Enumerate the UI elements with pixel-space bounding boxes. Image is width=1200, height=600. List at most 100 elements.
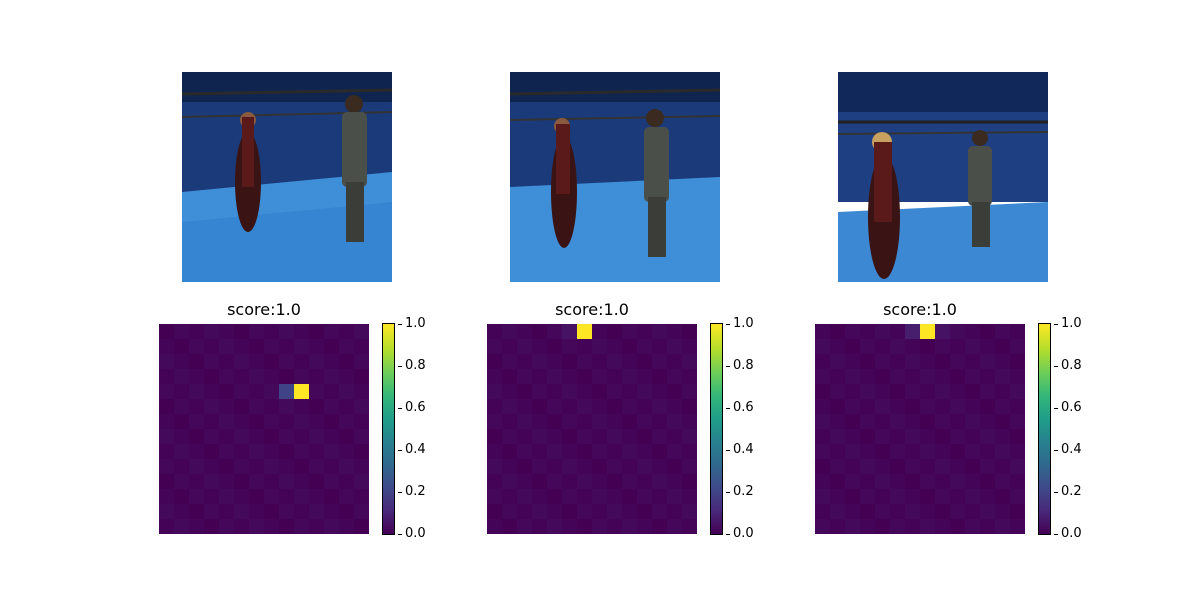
heatmap-2-cell-2-11 [652, 354, 668, 370]
heatmap-2-cell-0-6 [577, 324, 593, 340]
heatmap-1-cell-8-0 [159, 444, 175, 460]
heatmap-3-cell-7-9 [950, 429, 966, 445]
colorbar-2-tick-1: 0.2 [726, 484, 754, 499]
heatmap-3-cell-2-1 [830, 354, 846, 370]
heatmap-3-cell-3-6 [905, 369, 921, 385]
heatmap-2-cell-9-2 [517, 459, 533, 475]
heatmap-3-cell-5-9 [950, 399, 966, 415]
heatmap-3-cell-1-13 [1010, 339, 1025, 355]
heatmap-1-cell-1-4 [219, 339, 235, 355]
heatmap-2-cell-11-2 [517, 489, 533, 505]
heatmap-2-cell-9-11 [652, 459, 668, 475]
heatmap-3-cell-7-5 [890, 429, 906, 445]
heatmap-1-cell-0-4 [219, 324, 235, 340]
heatmap-1-cell-2-9 [294, 354, 310, 370]
heatmap-1-cell-0-3 [204, 324, 220, 340]
heatmap-2-cell-1-11 [652, 339, 668, 355]
heatmap-2-cell-8-7 [592, 444, 608, 460]
heatmap-2-cell-2-12 [667, 354, 683, 370]
heatmap-3-cell-5-13 [1010, 399, 1025, 415]
heatmap-3-cell-13-12 [995, 519, 1011, 534]
heatmap-2-cell-3-9 [622, 369, 638, 385]
heatmap-2-cell-11-13 [682, 489, 697, 505]
heatmap-2-cell-7-5 [562, 429, 578, 445]
heatmap-3-cell-6-8 [935, 414, 951, 430]
heatmap-2-cell-10-4 [547, 474, 563, 490]
heatmap-2-cell-12-0 [487, 504, 503, 520]
heatmap-2-cell-12-8 [607, 504, 623, 520]
heatmap-3-cell-3-9 [950, 369, 966, 385]
colorbar-1-tick-0: 0.0 [398, 526, 426, 541]
heatmap-1-cell-1-1 [174, 339, 190, 355]
heatmap-2-cell-0-13 [682, 324, 697, 340]
heatmap-3-cell-5-8 [935, 399, 951, 415]
heatmap-1-cell-6-9 [294, 414, 310, 430]
heatmap-3-cell-11-13 [1010, 489, 1025, 505]
heatmap-1-cell-13-1 [174, 519, 190, 534]
heatmap-1-cell-7-5 [234, 429, 250, 445]
heatmap-1-cell-5-9 [294, 399, 310, 415]
heatmap-3-cell-11-0 [815, 489, 831, 505]
heatmap-1-cell-3-0 [159, 369, 175, 385]
heatmap-1-cell-4-9 [294, 384, 310, 400]
heatmap-3-cell-10-2 [845, 474, 861, 490]
heatmap-2-cell-11-7 [592, 489, 608, 505]
heatmap-1-cell-8-10 [309, 444, 325, 460]
heatmap-2-cell-12-5 [562, 504, 578, 520]
heatmap-2-cell-7-1 [502, 429, 518, 445]
heatmap-2-cell-10-12 [667, 474, 683, 490]
heatmap-2-cell-10-8 [607, 474, 623, 490]
heatmap-1-cell-13-7 [264, 519, 280, 534]
heatmap-2-cell-6-1 [502, 414, 518, 430]
heatmap-3-cell-5-5 [890, 399, 906, 415]
heatmap-1-cell-12-1 [174, 504, 190, 520]
heatmap-3-cell-1-9 [950, 339, 966, 355]
heatmap-1-cell-0-6 [249, 324, 265, 340]
heatmap-2-cell-3-12 [667, 369, 683, 385]
heatmap-2-cell-11-8 [607, 489, 623, 505]
heatmap-2-cell-9-12 [667, 459, 683, 475]
heatmap-3-cell-11-7 [920, 489, 936, 505]
heatmap-1-cell-7-6 [249, 429, 265, 445]
heatmap-2-cell-9-0 [487, 459, 503, 475]
heatmap-1-cell-1-11 [324, 339, 340, 355]
heatmap-2-cell-12-13 [682, 504, 697, 520]
heatmap-1-cell-12-5 [234, 504, 250, 520]
heatmap-1-cell-12-7 [264, 504, 280, 520]
heatmap-1-cell-10-10 [309, 474, 325, 490]
heatmap-2-cell-3-4 [547, 369, 563, 385]
heatmap-2-cell-13-7 [592, 519, 608, 534]
heatmap-1-cell-13-13 [354, 519, 369, 534]
heatmap-3-cell-10-13 [1010, 474, 1025, 490]
heatmap-2-cell-4-7 [592, 384, 608, 400]
heatmap-2-cell-6-4 [547, 414, 563, 430]
heatmap-1-cell-10-3 [204, 474, 220, 490]
heatmap-3-cell-7-13 [1010, 429, 1025, 445]
heatmap-1-cell-12-8 [279, 504, 295, 520]
heatmap-1-cell-11-4 [219, 489, 235, 505]
heatmap-2-cell-5-5 [562, 399, 578, 415]
heatmap-1-cell-3-8 [279, 369, 295, 385]
heatmap-3-cell-13-13 [1010, 519, 1025, 534]
heatmap-3-cell-1-0 [815, 339, 831, 355]
heatmap-2-cell-4-3 [532, 384, 548, 400]
heatmap-1-cell-9-5 [234, 459, 250, 475]
heatmap-1-cell-4-12 [339, 384, 355, 400]
heatmap-3-cell-4-8 [935, 384, 951, 400]
heatmap-1-cell-11-8 [279, 489, 295, 505]
heatmap-1-cell-6-7 [264, 414, 280, 430]
heatmap-3-cell-2-10 [965, 354, 981, 370]
heatmap-1-cell-5-8 [279, 399, 295, 415]
heatmap-3-cell-9-7 [920, 459, 936, 475]
colorbar-1 [382, 323, 395, 535]
heatmap-3-cell-5-10 [965, 399, 981, 415]
heatmap-1-cell-8-3 [204, 444, 220, 460]
heatmap-2-cell-2-5 [562, 354, 578, 370]
heatmap-1-cell-8-5 [234, 444, 250, 460]
heatmap-2-cell-2-13 [682, 354, 697, 370]
heatmap-3-cell-0-3 [860, 324, 876, 340]
heatmap-2-cell-2-10 [637, 354, 653, 370]
heatmap-2-cell-5-3 [532, 399, 548, 415]
heatmap-2-cell-10-2 [517, 474, 533, 490]
heatmap-3-cell-12-11 [980, 504, 996, 520]
